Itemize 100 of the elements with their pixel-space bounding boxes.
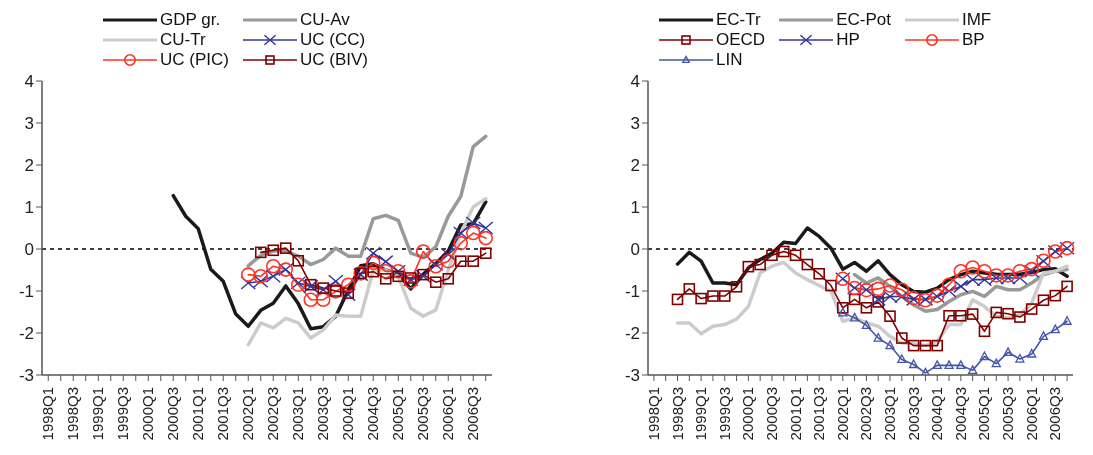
legend-label: HP bbox=[836, 30, 860, 50]
point bbox=[838, 307, 848, 317]
x-tick-label: 1998Q1 bbox=[644, 387, 662, 441]
point bbox=[442, 273, 455, 285]
point bbox=[955, 309, 967, 322]
x-tick-label: 2003Q3 bbox=[314, 387, 332, 441]
legend-label: LIN bbox=[716, 50, 743, 70]
point bbox=[415, 244, 431, 259]
point bbox=[1037, 294, 1050, 307]
point bbox=[265, 258, 281, 274]
x-tick-label: 2003Q1 bbox=[881, 387, 899, 441]
point bbox=[267, 244, 280, 257]
point bbox=[1014, 311, 1026, 323]
point bbox=[1050, 324, 1060, 334]
x-tick-label: 2006Q1 bbox=[1022, 387, 1040, 441]
x-tick-label: 2005Q3 bbox=[999, 387, 1017, 441]
point bbox=[478, 221, 494, 235]
x-tick-label: 1999Q1 bbox=[692, 387, 710, 441]
point bbox=[1003, 347, 1013, 356]
x-tick-label: 2006Q1 bbox=[439, 387, 457, 441]
point bbox=[944, 360, 954, 369]
point bbox=[991, 358, 1001, 368]
y-tick-label: 1 bbox=[630, 198, 640, 218]
point bbox=[453, 226, 469, 240]
point bbox=[378, 263, 394, 279]
point bbox=[920, 367, 931, 375]
x-tick-label: 2000Q3 bbox=[762, 387, 780, 441]
x-tick-label: 1999Q1 bbox=[89, 387, 107, 441]
point bbox=[253, 269, 269, 284]
legend-label: OECD bbox=[716, 30, 766, 50]
point bbox=[695, 292, 707, 305]
point bbox=[801, 258, 814, 271]
point bbox=[1027, 348, 1037, 358]
point bbox=[478, 230, 494, 246]
point bbox=[861, 320, 872, 330]
x-tick-label: 2000Q1 bbox=[139, 387, 157, 441]
point bbox=[254, 246, 267, 259]
x-tick-label: 2004Q1 bbox=[339, 387, 357, 441]
x-tick-label: 2001Q1 bbox=[189, 387, 207, 441]
point bbox=[1061, 280, 1073, 293]
x-tick-label: 2004Q3 bbox=[951, 387, 969, 441]
point bbox=[467, 255, 480, 267]
y-tick-label: -1 bbox=[18, 282, 34, 302]
point bbox=[789, 249, 802, 262]
point bbox=[990, 306, 1003, 319]
point bbox=[932, 360, 942, 369]
x-tick-label: 2004Q1 bbox=[928, 387, 946, 441]
point bbox=[365, 255, 381, 271]
point bbox=[836, 302, 849, 314]
legend-label: IMF bbox=[961, 10, 992, 30]
y-tick-label: 2 bbox=[630, 156, 640, 176]
point bbox=[707, 290, 719, 302]
point bbox=[968, 365, 978, 375]
x-tick-label: 1999Q3 bbox=[715, 387, 733, 441]
legend-label: CU-Av bbox=[299, 10, 350, 30]
point bbox=[671, 293, 684, 306]
point bbox=[870, 281, 886, 297]
y-tick-label: 0 bbox=[24, 240, 34, 260]
point bbox=[240, 267, 256, 282]
x-tick-label: 2002Q1 bbox=[239, 387, 257, 441]
point bbox=[440, 247, 456, 262]
x-tick-label: 2002Q3 bbox=[857, 387, 875, 441]
point bbox=[1002, 307, 1014, 320]
point bbox=[896, 332, 908, 344]
point bbox=[941, 277, 957, 292]
point bbox=[884, 310, 896, 322]
point bbox=[956, 360, 966, 369]
point bbox=[953, 263, 969, 279]
point bbox=[953, 279, 969, 294]
point bbox=[730, 281, 743, 293]
x-tick-label: 1998Q3 bbox=[64, 387, 82, 441]
point bbox=[777, 245, 790, 258]
point bbox=[683, 283, 696, 295]
point bbox=[897, 354, 907, 364]
legend-label: EC-Tr bbox=[716, 10, 761, 30]
point bbox=[1025, 303, 1038, 315]
point bbox=[978, 325, 991, 338]
x-tick-label: 2006Q3 bbox=[1046, 387, 1064, 441]
point bbox=[813, 267, 825, 280]
legend-label: EC-Pot bbox=[836, 10, 891, 30]
point bbox=[454, 255, 467, 267]
point bbox=[943, 309, 955, 322]
point bbox=[979, 351, 990, 361]
point bbox=[1012, 263, 1028, 279]
x-tick-label: 2003Q3 bbox=[904, 387, 922, 441]
point bbox=[303, 292, 319, 308]
point bbox=[766, 249, 778, 262]
x-tick-label: 1998Q1 bbox=[39, 387, 57, 441]
point bbox=[379, 273, 392, 285]
point bbox=[941, 284, 957, 298]
point bbox=[328, 274, 344, 289]
x-tick-label: 2001Q1 bbox=[786, 387, 804, 441]
legend-label: UC (PIC) bbox=[160, 50, 229, 70]
point bbox=[848, 293, 861, 306]
x-tick-label: 2005Q1 bbox=[975, 387, 993, 441]
point bbox=[966, 308, 979, 320]
legend-label: BP bbox=[961, 30, 985, 50]
point bbox=[872, 296, 885, 308]
y-tick-label: -1 bbox=[624, 282, 640, 302]
legend-label: GDP gr. bbox=[160, 10, 221, 30]
